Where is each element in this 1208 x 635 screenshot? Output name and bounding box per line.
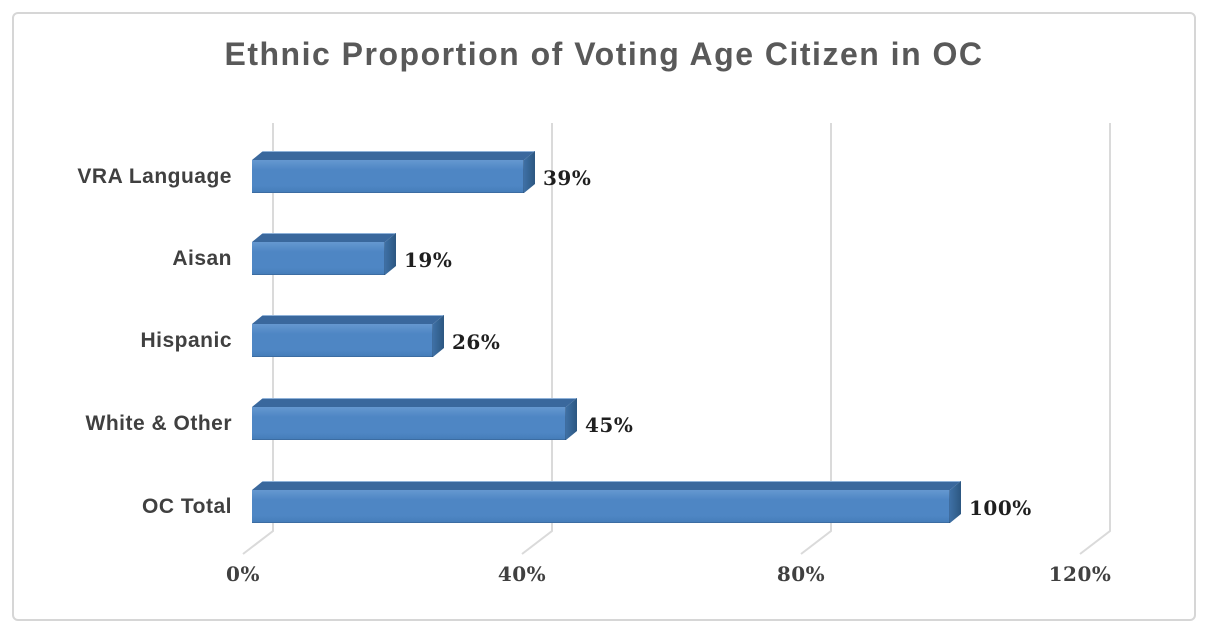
bar-top-face (252, 398, 577, 407)
bar-vra-language (252, 150, 535, 193)
bar-hispanic (252, 314, 444, 357)
bar-white-other (252, 397, 577, 440)
bar-oc-total (252, 480, 961, 523)
category-label-vra-language: VRA Language (77, 165, 232, 188)
bar-top-face (252, 481, 961, 490)
x-tick-40: 40% (497, 562, 547, 586)
data-label-white-other: 45% (585, 413, 634, 437)
data-label-aisan: 19% (404, 248, 453, 272)
x-tick-120: 120% (1048, 562, 1112, 586)
bar-top-face (252, 233, 396, 242)
category-label-oc-total: OC Total (142, 495, 232, 518)
category-label-hispanic: Hispanic (140, 329, 232, 352)
category-label-aisan: Aisan (172, 247, 232, 270)
x-tick-80: 80% (776, 562, 826, 586)
data-label-oc-total: 100% (969, 496, 1032, 520)
x-tick-0: 0% (226, 562, 260, 586)
chart-title: Ethnic Proportion of Voting Age Citizen … (224, 36, 984, 72)
data-label-hispanic: 26% (452, 330, 501, 354)
bar-top-face (252, 315, 444, 324)
bar-top-face (252, 151, 535, 160)
bar-aisan (252, 232, 396, 275)
data-label-vra-language: 39% (543, 166, 592, 190)
category-label-white-other: White & Other (85, 412, 232, 435)
